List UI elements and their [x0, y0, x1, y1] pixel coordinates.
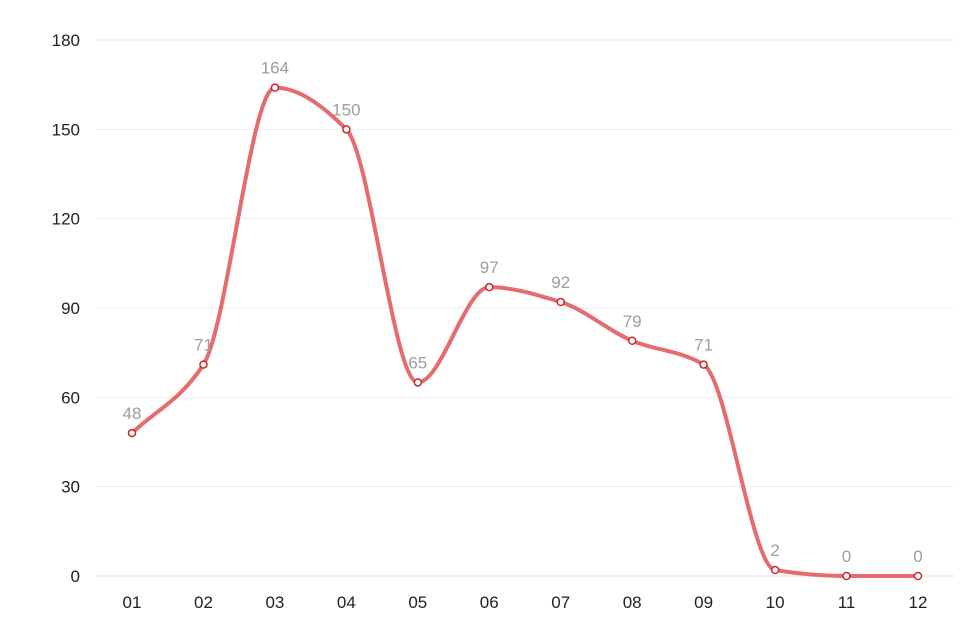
data-point-01[interactable] — [127, 428, 137, 438]
data-point-03[interactable] — [270, 83, 280, 92]
data-label-06: 97 — [480, 258, 499, 277]
data-label-05: 65 — [408, 353, 427, 372]
data-label-03: 164 — [261, 59, 289, 78]
y-tick-120: 120 — [52, 210, 80, 229]
data-point-08[interactable] — [627, 336, 637, 346]
x-tick-08: 08 — [623, 593, 642, 612]
data-point-12[interactable] — [913, 571, 923, 581]
data-label-11: 0 — [842, 547, 851, 566]
y-tick-180: 180 — [52, 31, 80, 50]
y-tick-0: 0 — [71, 567, 80, 586]
data-label-08: 79 — [623, 312, 642, 331]
data-label-09: 71 — [694, 336, 713, 355]
data-point-11[interactable] — [842, 571, 851, 581]
data-point-06[interactable] — [485, 282, 494, 292]
data-point-09[interactable] — [699, 360, 708, 369]
data-label-10: 2 — [770, 541, 779, 560]
x-tick-09: 09 — [694, 593, 713, 612]
data-label-07: 92 — [551, 273, 570, 292]
series-line — [130, 85, 920, 579]
y-tick-150: 150 — [52, 120, 80, 139]
data-point-04[interactable] — [342, 125, 351, 134]
y-tick-30: 30 — [61, 478, 80, 497]
y-tick-60: 60 — [61, 388, 80, 407]
y-tick-90: 90 — [61, 299, 80, 318]
x-tick-02: 02 — [194, 593, 213, 612]
data-point-10[interactable] — [770, 565, 780, 575]
x-tick-07: 07 — [551, 593, 570, 612]
x-tick-04: 04 — [337, 593, 356, 612]
data-label-02: 71 — [194, 336, 213, 355]
x-tick-01: 01 — [123, 593, 142, 612]
data-point-07[interactable] — [556, 297, 565, 307]
x-tick-05: 05 — [408, 593, 427, 612]
x-tick-11: 11 — [838, 593, 856, 612]
x-tick-03: 03 — [265, 593, 284, 612]
x-tick-10: 10 — [766, 593, 785, 612]
x-tick-12: 12 — [909, 593, 928, 612]
data-point-02[interactable] — [199, 360, 208, 369]
data-point-05[interactable] — [413, 378, 423, 387]
data-label-01: 48 — [123, 404, 142, 423]
data-label-04: 150 — [332, 100, 360, 119]
data-label-12: 0 — [913, 547, 922, 566]
x-tick-06: 06 — [480, 593, 499, 612]
